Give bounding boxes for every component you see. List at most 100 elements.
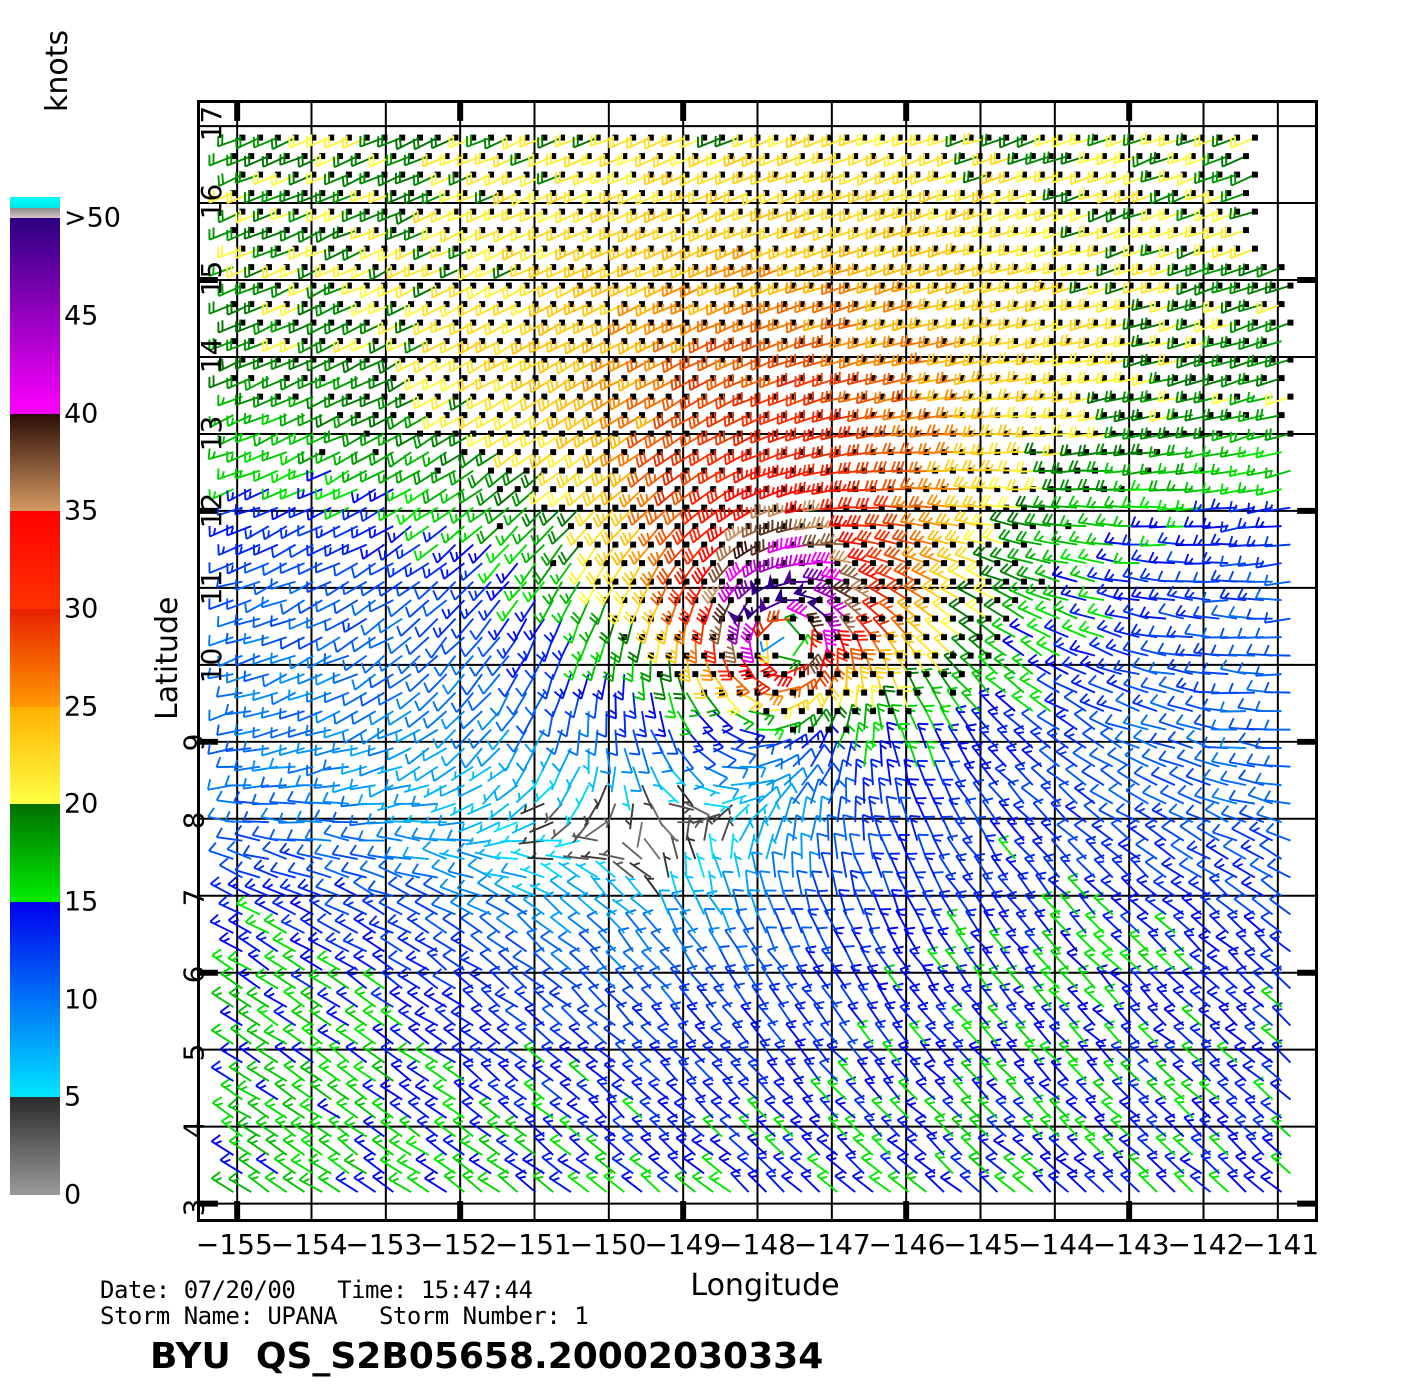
barb-feather xyxy=(445,992,453,997)
barb-feather xyxy=(346,901,354,907)
barb-feather xyxy=(643,1175,652,1179)
barb-feather xyxy=(1161,856,1171,865)
barb-feather xyxy=(1088,1138,1096,1142)
barb-feather xyxy=(238,1040,249,1049)
barb-feather xyxy=(411,827,419,838)
wind-barb xyxy=(802,1094,821,1119)
wind-barb xyxy=(424,1022,448,1045)
barb-shaft xyxy=(648,1044,670,1064)
barb-shaft xyxy=(1120,1062,1141,1082)
barb-feather xyxy=(857,1100,865,1104)
barb-feather xyxy=(309,1077,320,1086)
barb-feather xyxy=(938,1156,946,1159)
barb-feather xyxy=(732,837,739,843)
barb-feather xyxy=(1013,1057,1025,1064)
colorbar-gradient xyxy=(10,197,60,1195)
barb-shaft xyxy=(216,836,243,842)
barb-shaft xyxy=(442,1065,465,1082)
barb-feather xyxy=(446,1139,454,1144)
wind-barb xyxy=(733,852,742,878)
barb-shaft xyxy=(586,915,608,934)
barb-feather xyxy=(553,1102,561,1107)
barb-feather xyxy=(246,986,257,995)
barb-feather xyxy=(291,1004,302,1012)
barb-feather xyxy=(349,778,354,790)
barb-feather xyxy=(1123,1063,1131,1068)
wind-barb xyxy=(469,1115,492,1138)
barb-feather xyxy=(713,1139,721,1144)
barb-feather xyxy=(567,911,578,919)
wind-barb xyxy=(318,1133,341,1156)
wind-barb xyxy=(515,784,537,804)
barb-shaft xyxy=(747,1061,768,1082)
barb-feather xyxy=(1036,989,1044,992)
barb-shaft xyxy=(478,1101,501,1119)
barb-shaft xyxy=(1251,1157,1274,1175)
barb-feather xyxy=(282,1022,293,1031)
barb-feather xyxy=(406,1060,417,1068)
wind-barb xyxy=(460,1022,483,1045)
barb-shaft xyxy=(326,973,350,990)
barb-feather xyxy=(652,1045,660,1050)
barb-shaft xyxy=(1003,1156,1025,1175)
wind-barb xyxy=(335,985,359,1008)
barb-feather xyxy=(810,1075,822,1082)
barb-shaft xyxy=(634,930,652,953)
barb-feather xyxy=(391,919,399,925)
barb-feather xyxy=(1089,783,1100,792)
wind-barb xyxy=(1226,1058,1247,1082)
barb-feather xyxy=(615,1084,623,1089)
barb-feather xyxy=(278,1083,286,1088)
barb-shaft xyxy=(531,1064,554,1082)
wind-barb xyxy=(682,1151,705,1175)
barb-shaft xyxy=(968,1044,990,1064)
barb-feather xyxy=(663,1063,671,1066)
wind-barb xyxy=(362,1004,385,1027)
wind-barb xyxy=(450,1004,474,1027)
barb-feather xyxy=(515,824,519,832)
wind-barb xyxy=(1189,984,1212,1008)
barb-feather xyxy=(845,1076,857,1082)
barb-feather xyxy=(946,989,954,993)
barb-feather xyxy=(330,973,338,978)
barb-feather xyxy=(1131,898,1139,902)
barb-shaft xyxy=(1013,1062,1034,1082)
barb-feather xyxy=(478,848,486,855)
barb-shaft xyxy=(756,785,778,805)
barb-feather xyxy=(633,862,641,867)
wind-barb xyxy=(254,895,279,916)
barb-feather xyxy=(321,1176,329,1182)
barb-shaft xyxy=(1137,1137,1158,1156)
barb-feather xyxy=(433,1114,444,1123)
barb-shaft xyxy=(345,1046,368,1064)
wind-barb xyxy=(442,1133,465,1156)
barb-shaft xyxy=(737,1044,759,1064)
barb-shaft xyxy=(636,821,643,848)
wind-barb xyxy=(541,966,563,990)
wind-barb xyxy=(634,927,652,953)
barb-feather xyxy=(523,865,531,871)
wind-barb xyxy=(742,926,759,953)
barb-feather xyxy=(1179,1152,1190,1160)
barb-feather xyxy=(668,799,676,803)
wind-barb xyxy=(650,803,664,827)
barb-feather xyxy=(1148,824,1156,829)
barb-feather xyxy=(219,1042,230,1051)
barb-feather xyxy=(749,821,754,829)
wind-barb xyxy=(649,1113,670,1138)
barb-feather xyxy=(1141,1027,1149,1031)
barb-feather xyxy=(1141,1100,1149,1104)
wind-barb xyxy=(576,1003,599,1027)
barb-shaft xyxy=(792,1079,812,1101)
barb-shaft xyxy=(691,1139,714,1156)
barb-shaft xyxy=(354,1101,377,1119)
barb-shaft xyxy=(881,871,892,897)
barb-shaft xyxy=(701,1156,723,1175)
wind-barb xyxy=(244,914,270,934)
wind-barb xyxy=(882,1038,901,1064)
barb-shaft xyxy=(278,821,305,824)
barb-shaft xyxy=(721,815,732,841)
barb-feather xyxy=(326,1078,337,1086)
wind-barb xyxy=(864,1075,883,1101)
barb-feather xyxy=(303,955,311,960)
